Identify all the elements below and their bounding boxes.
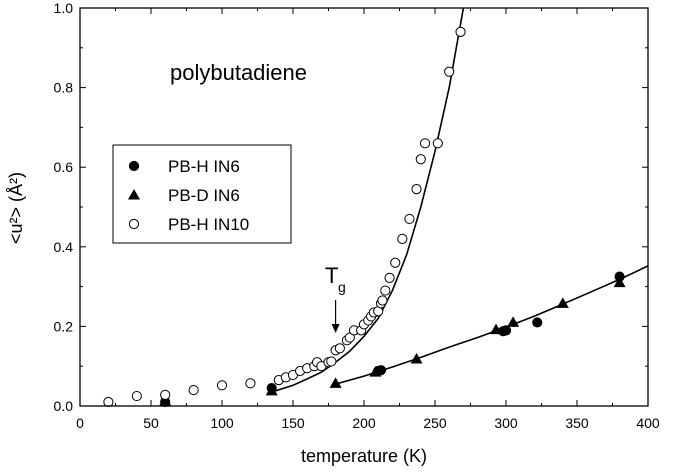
- data-point-pb-h-in10: [245, 378, 256, 389]
- data-point-pb-h-in10: [411, 183, 422, 195]
- legend: PB-H IN6 PB-D IN6 PB-H IN10: [112, 144, 292, 244]
- y-tick-label: 0.0: [54, 398, 74, 414]
- data-point-pb-h-in10: [404, 213, 415, 225]
- data-point-pb-d-in6: [265, 384, 278, 396]
- x-tick-label: 300: [494, 415, 518, 431]
- legend-label: PB-H IN10: [168, 215, 249, 234]
- legend-label: PB-H IN6: [168, 157, 240, 176]
- data-point-pb-d-in6: [159, 395, 172, 406]
- data-point-pb-h-in10: [131, 390, 142, 402]
- y-tick-label: 0.2: [54, 318, 74, 334]
- y-tick-label: 0.4: [54, 239, 74, 255]
- tg-arrow-head: [331, 324, 340, 333]
- data-point-pb-d-in6: [556, 297, 569, 308]
- data-point-pb-h-in10: [384, 272, 395, 283]
- x-tick-label: 150: [281, 415, 305, 431]
- data-point-pb-h-in10: [419, 138, 431, 149]
- data-point-pb-h-in10: [160, 389, 171, 400]
- tg-label-main: T: [325, 263, 338, 288]
- fit-curves: [271, 7, 649, 393]
- data-point-pb-h-in10: [415, 154, 426, 165]
- x-tick-label: 0: [76, 415, 84, 431]
- legend-marker: [128, 189, 140, 200]
- x-axis-title: temperature (K): [301, 446, 427, 466]
- data-point-pb-h-in10: [380, 285, 391, 296]
- tg-arrow: [331, 300, 340, 333]
- data-point-pb-d-in6: [490, 323, 503, 335]
- y-tick-label: 0.6: [54, 159, 74, 175]
- chart-annotation: polybutadiene: [170, 60, 307, 85]
- legend-label: PB-D IN6: [168, 186, 240, 205]
- tg-label: T g: [325, 263, 346, 295]
- data-point-pb-h-in10: [103, 396, 114, 408]
- data-point-pb-d-in6: [410, 353, 423, 364]
- legend-marker: [128, 160, 140, 172]
- axis-ticks: 0 50 100 150 200 250 300 350 400 0.0 0.2 0.4 0.6 0.8 1…: [54, 0, 660, 431]
- data-point-pb-h-in10: [216, 380, 228, 391]
- x-tick-label: 200: [352, 415, 376, 431]
- data-point-pb-h-in10: [334, 343, 345, 354]
- x-tick-label: 400: [636, 415, 660, 431]
- x-tick-label: 350: [565, 415, 589, 431]
- fit-curve-1: [271, 7, 465, 393]
- data-point-pb-h-in10: [432, 138, 443, 149]
- data-point-pb-h-in10: [377, 295, 388, 306]
- x-tick-label: 250: [423, 415, 447, 431]
- legend-marker: [128, 218, 140, 230]
- data-point-pb-h-in10: [444, 66, 455, 77]
- legend-box: [112, 144, 292, 244]
- data-point-pb-h-in10: [326, 356, 337, 367]
- data-point-pb-h-in10: [390, 257, 401, 268]
- data-point-pb-h-in10: [188, 384, 199, 396]
- y-axis-title: <u²> (Å²): [6, 172, 26, 244]
- data-point-pb-h-in10: [397, 233, 408, 244]
- data-point-pb-h-in10: [455, 26, 466, 37]
- data-point-pb-d-in6: [329, 377, 342, 388]
- data-points: [103, 26, 626, 408]
- tg-label-sub: g: [338, 279, 346, 295]
- y-tick-label: 0.8: [54, 80, 74, 96]
- data-point-pb-d-in6: [507, 316, 520, 327]
- y-tick-label: 1.0: [54, 0, 74, 16]
- data-point-pb-h-in6: [500, 325, 512, 336]
- x-tick-label: 50: [143, 415, 159, 431]
- data-point-pb-d-in6: [613, 276, 626, 288]
- data-point-pb-d-in6: [369, 366, 382, 377]
- data-point-pb-h-in6: [532, 317, 543, 328]
- x-tick-label: 100: [210, 415, 234, 431]
